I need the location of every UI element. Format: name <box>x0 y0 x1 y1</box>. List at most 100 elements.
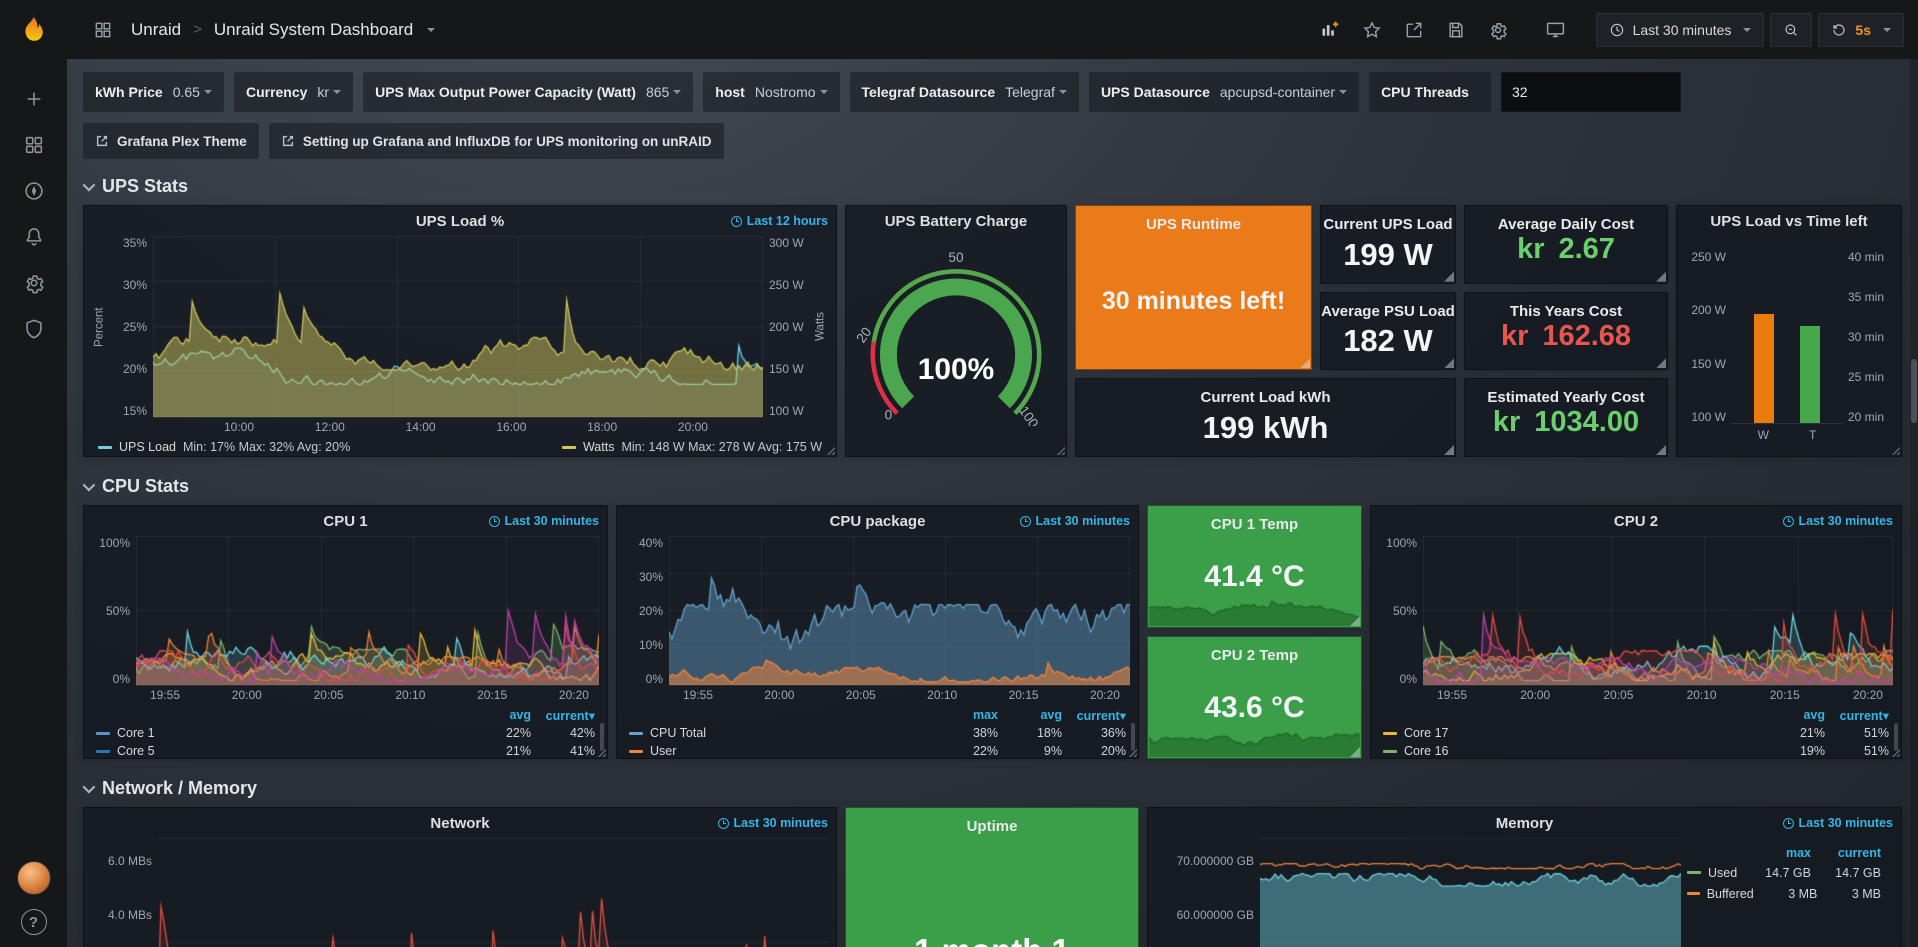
sidebar-item-server-admin[interactable] <box>0 306 67 352</box>
stat-value: 1 month 1 <box>846 835 1138 947</box>
stat-title[interactable]: This Years Cost <box>1509 302 1623 320</box>
variable-dropdown[interactable]: kWh Price 0.65 <box>83 72 224 112</box>
cycle-view-mode-button[interactable] <box>1538 13 1574 47</box>
sidebar-item-dashboards[interactable] <box>0 122 67 168</box>
series-name[interactable]: User <box>650 744 677 758</box>
panel-resize-handle[interactable] <box>1300 358 1310 369</box>
legend-scrollbar[interactable] <box>600 723 604 751</box>
legend-column-header[interactable]: avg <box>509 707 531 722</box>
legend-column-header[interactable]: max <box>1785 846 1811 860</box>
dashboard-grid-icon[interactable] <box>85 13 121 47</box>
panel-resize-handle[interactable] <box>1656 358 1666 369</box>
panel-resize-handle[interactable] <box>1444 358 1454 369</box>
stat-title[interactable]: Average Daily Cost <box>1497 216 1635 233</box>
cpu2-graph[interactable] <box>1423 536 1893 685</box>
sidebar-item-create[interactable] <box>0 76 67 122</box>
breadcrumb-dashboard-title[interactable]: Unraid System Dashboard <box>213 19 414 39</box>
panel-title[interactable]: Memory <box>1495 814 1554 832</box>
variable-dropdown[interactable]: UPS Datasource apcupsd-container <box>1088 72 1360 112</box>
panel-resize-handle[interactable] <box>1350 747 1360 757</box>
series-name[interactable]: Core 16 <box>1404 744 1449 758</box>
panel-title[interactable]: UPS Load vs Time left <box>1710 212 1868 230</box>
series-name[interactable]: CPU Total <box>650 726 707 740</box>
cpu1-graph[interactable] <box>136 536 599 685</box>
legend-scrollbar[interactable] <box>1894 723 1898 751</box>
save-button[interactable] <box>1438 13 1474 47</box>
star-button[interactable] <box>1354 13 1390 47</box>
variable-dropdown[interactable]: UPS Max Output Power Capacity (Watt) 865 <box>363 72 694 112</box>
cpu-package-graph[interactable] <box>669 536 1130 685</box>
bar-chart[interactable] <box>1731 250 1843 424</box>
scrollbar-thumb[interactable] <box>1911 359 1917 423</box>
panel-title[interactable]: CPU package <box>829 512 926 530</box>
stat-title[interactable]: Estimated Yearly Cost <box>1487 389 1645 407</box>
sidebar-item-configuration[interactable] <box>0 260 67 306</box>
series-name[interactable]: UPS Load <box>119 440 176 454</box>
panel-title[interactable]: UPS Load % <box>415 212 505 230</box>
variable-dropdown[interactable]: Telegraf Datasource Telegraf <box>849 72 1079 112</box>
time-range-picker[interactable]: Last 30 minutes <box>1595 12 1765 47</box>
ups-load-graph[interactable] <box>153 236 763 417</box>
panel-title[interactable]: Network <box>430 814 490 832</box>
panel-resize-handle[interactable] <box>1350 616 1360 626</box>
cpu-threads-input[interactable] <box>1500 72 1681 112</box>
refresh-interval-dropdown[interactable]: 5s <box>1855 21 1871 38</box>
section-ups-stats[interactable]: UPS Stats <box>82 167 1902 205</box>
user-avatar[interactable] <box>16 861 51 895</box>
refresh-button[interactable]: 5s <box>1818 12 1904 47</box>
stat-title[interactable]: CPU 2 Temp <box>1210 647 1299 664</box>
section-cpu-stats[interactable]: CPU Stats <box>82 467 1902 505</box>
chevron-down-icon[interactable] <box>427 27 436 32</box>
panel-resize-handle[interactable] <box>1890 445 1900 455</box>
panel-resize-handle[interactable] <box>1055 445 1065 455</box>
series-name[interactable]: Core 5 <box>117 744 155 758</box>
panel-resize-handle[interactable] <box>1656 444 1666 455</box>
share-button[interactable] <box>1396 13 1432 47</box>
variable-dropdown[interactable]: Currency kr <box>233 72 354 112</box>
stat-title[interactable]: CPU 1 Temp <box>1210 516 1299 533</box>
zoom-out-button[interactable] <box>1770 12 1813 47</box>
add-panel-button[interactable] <box>1312 13 1348 47</box>
panel-resize-handle[interactable] <box>1656 271 1666 282</box>
panel-resize-handle[interactable] <box>1444 271 1454 282</box>
legend-column-header[interactable]: current▾ <box>1076 708 1126 723</box>
stat-title[interactable]: Current UPS Load <box>1323 216 1453 233</box>
legend-column-header[interactable]: avg <box>1803 707 1825 722</box>
legend-column-header[interactable]: current▾ <box>545 708 595 723</box>
breadcrumb-app[interactable]: Unraid <box>131 19 182 39</box>
legend-scrollbar[interactable] <box>1131 723 1135 751</box>
memory-graph[interactable] <box>1260 838 1681 947</box>
panel-resize-handle[interactable] <box>1890 747 1900 757</box>
panel-resize-handle[interactable] <box>596 747 606 757</box>
legend-column-header[interactable]: current <box>1837 846 1881 860</box>
panel-title[interactable]: CPU 2 <box>1613 512 1659 530</box>
series-name[interactable]: Core 17 <box>1404 726 1449 740</box>
panel-title[interactable]: CPU 1 <box>323 512 368 530</box>
series-name[interactable]: Core 1 <box>117 726 155 740</box>
search-minus-icon <box>1785 23 1798 36</box>
legend-column-header[interactable]: avg <box>1040 707 1062 722</box>
series-name[interactable]: Buffered <box>1706 886 1754 901</box>
network-graph[interactable] <box>158 838 828 947</box>
dashboard-link[interactable]: Grafana Plex Theme <box>83 123 259 159</box>
panel-title[interactable]: UPS Battery Charge <box>884 212 1028 230</box>
panel-resize-handle[interactable] <box>825 445 835 455</box>
stat-title[interactable]: Current Load kWh <box>1200 389 1331 407</box>
sidebar-item-alerting[interactable] <box>0 214 67 260</box>
series-name[interactable]: Used <box>1708 865 1738 880</box>
series-name[interactable]: Watts <box>582 440 615 454</box>
stat-title[interactable]: UPS Runtime <box>1145 216 1241 233</box>
section-network-memory[interactable]: Network / Memory <box>82 769 1902 807</box>
grafana-logo[interactable] <box>17 11 51 50</box>
variable-dropdown[interactable]: host Nostromo <box>703 72 840 112</box>
stat-title[interactable]: Average PSU Load <box>1321 302 1455 320</box>
legend-column-header[interactable]: max <box>972 707 998 722</box>
sidebar-item-explore[interactable] <box>0 168 67 214</box>
dashboard-link[interactable]: Setting up Grafana and InfluxDB for UPS … <box>268 123 724 159</box>
panel-resize-handle[interactable] <box>1127 747 1137 757</box>
stat-title[interactable]: Uptime <box>966 818 1018 835</box>
panel-resize-handle[interactable] <box>1444 444 1454 455</box>
help-icon[interactable]: ? <box>20 909 47 935</box>
dashboard-settings-button[interactable] <box>1480 13 1516 47</box>
legend-column-header[interactable]: current▾ <box>1839 708 1889 723</box>
